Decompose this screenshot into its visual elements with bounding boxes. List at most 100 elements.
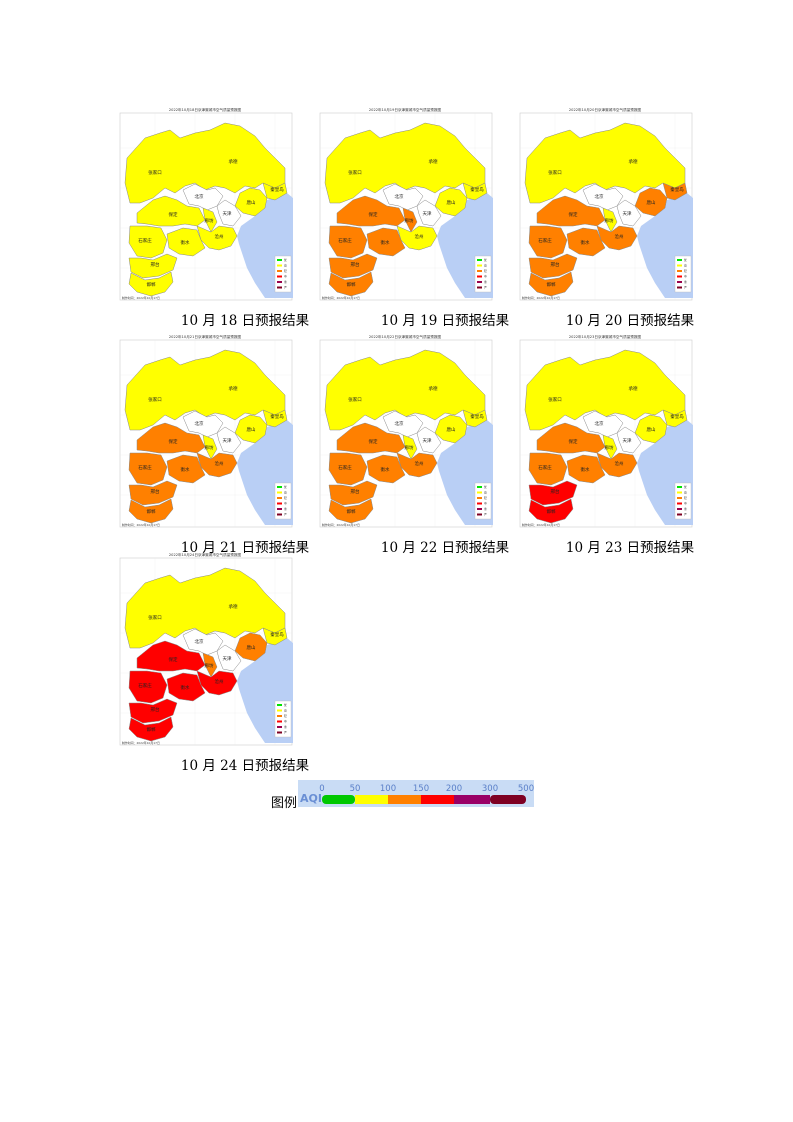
region-bd — [136, 422, 206, 454]
region-cz — [196, 225, 238, 251]
region-sjz — [328, 225, 368, 259]
map-footer: 制作时间：2022年10月17日 — [122, 522, 160, 527]
svg-text:轻: 轻 — [284, 496, 287, 500]
region-lf — [402, 207, 418, 233]
svg-text:轻: 轻 — [484, 269, 487, 273]
svg-text:中: 中 — [484, 275, 487, 279]
region-hs — [566, 227, 606, 257]
region-qhd — [662, 182, 688, 201]
aqi-segment — [454, 795, 490, 804]
svg-text:中: 中 — [684, 502, 687, 506]
region-tj — [616, 199, 642, 227]
city-label-hs: 衡水 — [381, 239, 390, 246]
map-footer: 制作时间：2022年10月17日 — [322, 295, 360, 300]
city-label-qhd: 秦皇岛 — [670, 413, 684, 420]
city-label-bd: 保定 — [569, 211, 578, 218]
city-label-bj: 北京 — [195, 420, 204, 427]
region-hs — [366, 227, 406, 257]
city-label-cd: 承德 — [229, 158, 238, 165]
city-label-bd: 保定 — [169, 438, 178, 445]
svg-text:严: 严 — [284, 286, 287, 290]
aqi-tick: 100 — [380, 784, 396, 794]
region-xt — [128, 480, 178, 506]
city-label-bj: 北京 — [195, 193, 204, 200]
city-label-cz: 沧州 — [615, 233, 624, 240]
region-bd — [536, 422, 606, 454]
svg-text:严: 严 — [684, 513, 687, 517]
city-label-sjz: 石家庄 — [138, 464, 152, 471]
region-hd — [128, 716, 174, 742]
svg-text:重: 重 — [484, 507, 487, 511]
city-label-zjk: 张家口 — [348, 396, 362, 403]
svg-text:严: 严 — [684, 286, 687, 290]
aqi-tick: 200 — [446, 784, 462, 794]
region-xt — [528, 480, 578, 506]
map-footer: 制作时间：2022年10月17日 — [322, 522, 360, 527]
city-label-cz: 沧州 — [215, 460, 224, 467]
forecast-caption: 10 月 19 日预报结果 — [380, 313, 510, 329]
city-label-ts: 唐山 — [647, 199, 656, 206]
city-label-cd: 承德 — [429, 158, 438, 165]
city-label-ts: 唐山 — [447, 426, 456, 433]
region-cz — [196, 670, 238, 696]
svg-text:重: 重 — [284, 725, 287, 729]
aqi-forecast-map: 2022年10月21日京津冀城市空气质量预报图 张家口 承德 北京 天津 唐山 秦皇岛 保定廊… — [115, 335, 295, 530]
region-hd — [328, 271, 374, 297]
region-tj — [216, 199, 242, 227]
region-hd — [128, 271, 174, 297]
city-label-ts: 唐山 — [247, 199, 256, 206]
city-label-hs: 衡水 — [581, 466, 590, 473]
map-footer: 制作时间：2022年10月17日 — [122, 295, 160, 300]
svg-text:轻: 轻 — [684, 496, 687, 500]
city-label-hd: 邯郸 — [347, 281, 356, 288]
svg-text:中: 中 — [284, 275, 287, 279]
city-label-sjz: 石家庄 — [138, 682, 152, 689]
region-ts — [234, 187, 268, 217]
svg-text:优: 优 — [284, 703, 287, 707]
city-label-sjz: 石家庄 — [138, 237, 152, 244]
svg-text:良: 良 — [484, 491, 487, 495]
region-bj — [582, 410, 624, 438]
aqi-tick: 500 — [518, 784, 534, 794]
map-footer: 制作时间：2022年10月17日 — [122, 740, 160, 745]
aqi-forecast-map: 2022年10月23日京津冀城市空气质量预报图 张家口 承德 北京 天津 唐山 秦皇岛 保定廊… — [515, 335, 695, 530]
city-label-zjk: 张家口 — [148, 169, 162, 176]
city-label-zjk: 张家口 — [148, 396, 162, 403]
svg-text:轻: 轻 — [284, 714, 287, 718]
aqi-title: AQI — [300, 792, 322, 805]
region-lf — [402, 434, 418, 460]
city-label-hs: 衡水 — [181, 684, 190, 691]
city-label-ts: 唐山 — [647, 426, 656, 433]
city-label-xt: 邢台 — [151, 488, 160, 495]
map-title: 2022年10月18日京津冀城市空气质量预报图 — [169, 108, 242, 112]
city-label-hs: 衡水 — [181, 466, 190, 473]
city-label-qhd: 秦皇岛 — [470, 413, 484, 420]
city-label-cd: 承德 — [629, 158, 638, 165]
svg-text:良: 良 — [484, 264, 487, 268]
city-label-tj: 天津 — [223, 210, 232, 217]
svg-text:重: 重 — [684, 507, 687, 511]
city-label-cz: 沧州 — [215, 233, 224, 240]
region-lf — [602, 207, 618, 233]
region-qhd — [462, 182, 488, 201]
map-title: 2022年10月21日京津冀城市空气质量预报图 — [169, 335, 242, 339]
svg-text:优: 优 — [684, 258, 687, 262]
svg-text:优: 优 — [684, 485, 687, 489]
region-sjz — [128, 225, 168, 259]
region-bj — [382, 183, 424, 211]
svg-text:良: 良 — [684, 264, 687, 268]
aqi-forecast-map: 2022年10月18日京津冀城市空气质量预报图 张家口 承德 北京 天津 唐山 秦皇岛 保定廊… — [115, 108, 295, 303]
city-label-zjk: 张家口 — [348, 169, 362, 176]
region-qhd — [262, 627, 288, 646]
city-label-xt: 邢台 — [151, 706, 160, 713]
aqi-segment — [355, 795, 388, 804]
svg-text:重: 重 — [284, 507, 287, 511]
region-bj — [182, 628, 224, 656]
